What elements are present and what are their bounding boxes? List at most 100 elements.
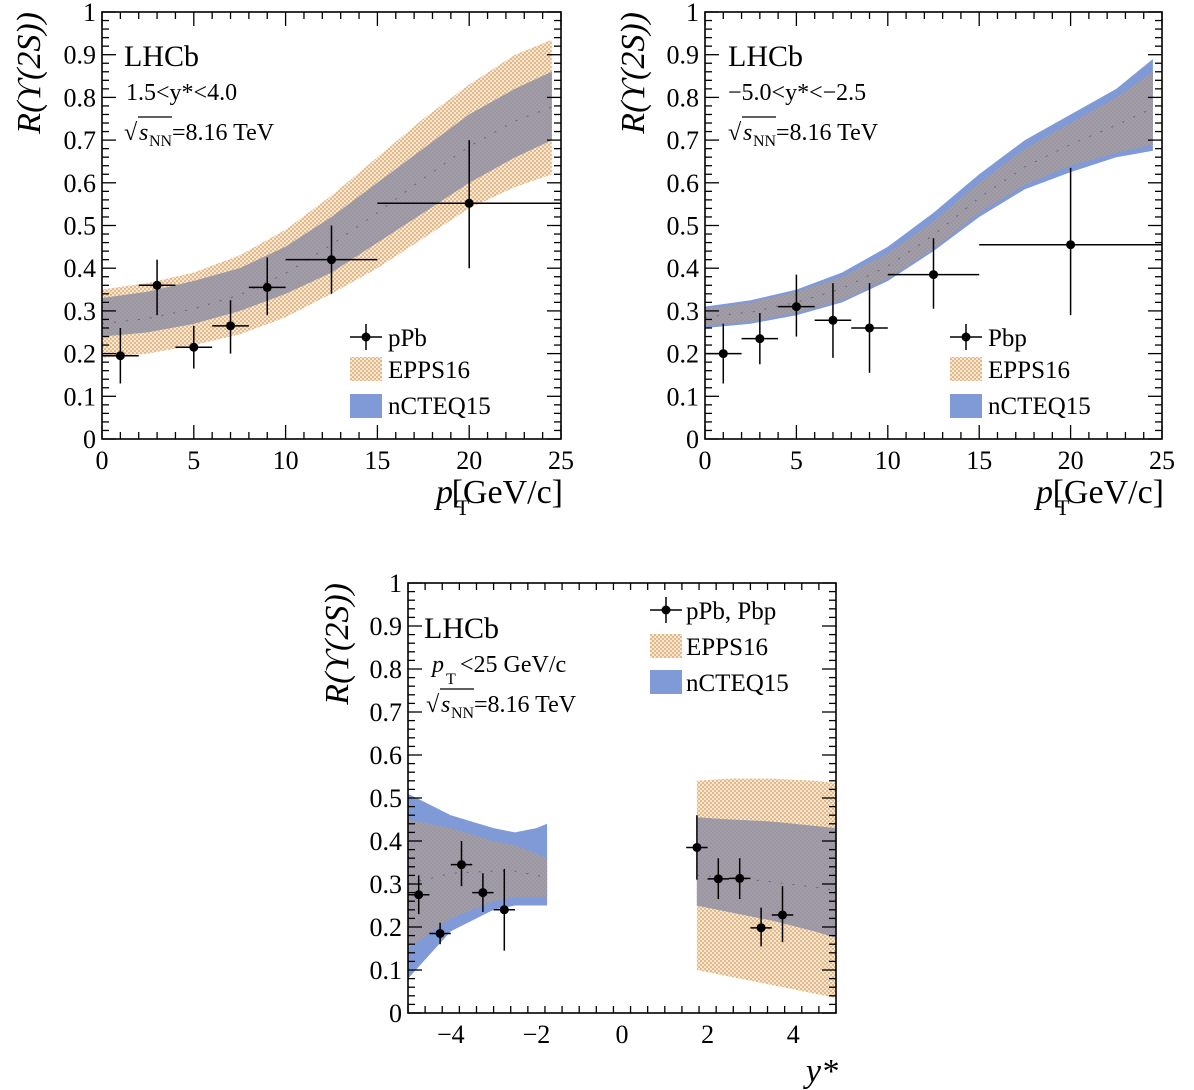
band-overlap (696, 817, 836, 938)
y-tick-label: 0.6 (64, 169, 97, 198)
y-tick-label: 0.4 (64, 254, 97, 283)
y-tick-label: 0.9 (667, 41, 700, 70)
data-point (377, 140, 561, 269)
nctet15-band (705, 59, 1153, 328)
experiment-label: LHCb (424, 612, 499, 645)
pt-selection: p T <25 GeV/c (430, 652, 566, 688)
data-marker (152, 280, 162, 290)
data-point (686, 815, 708, 880)
y-tick-label: 0.2 (370, 913, 403, 942)
energy-value: =8.16 TeV (172, 120, 275, 146)
data-marker (464, 198, 474, 208)
y-tick-label: 0.7 (667, 126, 700, 155)
legend-entry-nctet15: nCTEQ15 (650, 670, 789, 697)
data-marker (713, 874, 723, 884)
legend-label-data: pPb (388, 325, 427, 352)
x-tick-label: −2 (523, 1020, 551, 1049)
sqrt-symbol: √ (124, 120, 138, 146)
x-tick-label: 25 (1149, 446, 1175, 475)
y-tick-label: 0.7 (64, 126, 97, 155)
data-marker (327, 255, 336, 265)
data-point (979, 167, 1162, 316)
y-axis-title: R(ϒ(2S)) (319, 583, 356, 706)
legend-label-data: pPb, Pbp (686, 598, 776, 625)
data-point (450, 841, 473, 887)
data-marker (755, 334, 765, 344)
y-tick-label: 1 (83, 0, 96, 27)
x-axis-subscript: T (456, 495, 470, 520)
y-tick-label: 0.3 (64, 297, 97, 326)
data-point (750, 907, 772, 947)
x-axis-unit: [GeV/c] (452, 474, 563, 511)
experiment-label: LHCb (124, 40, 199, 73)
x-tick-label: 25 (548, 446, 574, 475)
legend-label-nctet15: nCTEQ15 (388, 393, 491, 420)
y-tick-label: 0.7 (370, 698, 403, 727)
data-marker (735, 873, 745, 883)
sqrt-symbol: √ (426, 692, 440, 718)
pt-symbol: p (430, 652, 444, 678)
energy-symbol: s (139, 120, 148, 146)
data-marker (756, 923, 766, 933)
data-marker (718, 349, 728, 359)
y-tick-label: 0.2 (64, 340, 97, 369)
data-point (771, 886, 794, 943)
x-tick-label: 2 (701, 1020, 714, 1049)
x-axis-unit: [GeV/c] (1053, 474, 1164, 511)
data-marker (262, 282, 272, 292)
data-point (102, 327, 139, 384)
data-point (408, 875, 430, 915)
pt-range: <25 GeV/c (460, 652, 566, 678)
band-overlap (408, 819, 548, 949)
energy-symbol: s (441, 692, 450, 718)
energy-subscript: NN (753, 133, 777, 150)
data-point (851, 283, 888, 373)
legend-entry-data: pPb, Pbp (650, 597, 776, 625)
y-tick-label: 0.4 (667, 254, 700, 283)
x-tick-label: 15 (966, 446, 992, 475)
energy-label: √ s NN =8.16 TeV (426, 688, 577, 722)
legend-entry-nctet15: nCTEQ15 (950, 393, 1091, 420)
experiment-label: LHCb (728, 40, 803, 73)
data-point (138, 259, 176, 316)
legend-label-data: Pbp (988, 325, 1027, 352)
data-point (472, 873, 494, 912)
y-tick-label: 0.5 (667, 212, 700, 241)
y-tick-label: 0.6 (667, 169, 700, 198)
y-tick-label: 0.1 (667, 382, 700, 411)
y-tick-label: 0.8 (64, 83, 97, 112)
legend: pPb EPPS16 nCTEQ15 (350, 324, 491, 420)
y-tick-label: 0 (686, 425, 699, 454)
y-tick-label: 0.5 (64, 212, 97, 241)
sqrt-symbol: √ (728, 120, 742, 146)
y-tick-label: 0.5 (370, 784, 403, 813)
data-marker (828, 315, 838, 325)
data-point (175, 325, 213, 369)
pt-subscript: T (446, 671, 456, 688)
legend-entry-data: Pbp (950, 324, 1027, 352)
energy-label: √ s NN =8.16 TeV (124, 116, 275, 150)
x-tick-label: 0 (96, 446, 109, 475)
band-central-line (101, 106, 552, 325)
data-point (814, 283, 852, 358)
x-axis-title: p T [GeV/c] (434, 474, 563, 520)
legend-label-nctet15: nCTEQ15 (988, 393, 1091, 420)
y-tick-label: 0.8 (667, 83, 700, 112)
legend-label-nctet15: nCTEQ15 (686, 670, 789, 697)
x-axis-title: y* (803, 1053, 838, 1090)
legend-label-epps16: EPPS16 (686, 634, 768, 661)
legend-entry-data: pPb (350, 324, 427, 352)
chart-panel-pt-backward: 0 5 10 15 20 2500.10.20.30.40.50.60.70.80.91 … (615, 0, 1175, 520)
y-tick-label: 0.8 (370, 655, 403, 684)
y-tick-label: 0 (389, 999, 402, 1028)
y-tick-label: 0.3 (370, 870, 403, 899)
x-axis-symbol: p (1034, 474, 1053, 511)
energy-label: √ s NN =8.16 TeV (728, 116, 879, 150)
data-point (212, 300, 249, 354)
y-tick-label: 0 (83, 425, 96, 454)
band-overlap (102, 71, 552, 337)
data-point (887, 238, 980, 309)
legend-entry-epps16: EPPS16 (350, 357, 470, 384)
data-marker (929, 270, 938, 280)
data-point (493, 868, 515, 951)
